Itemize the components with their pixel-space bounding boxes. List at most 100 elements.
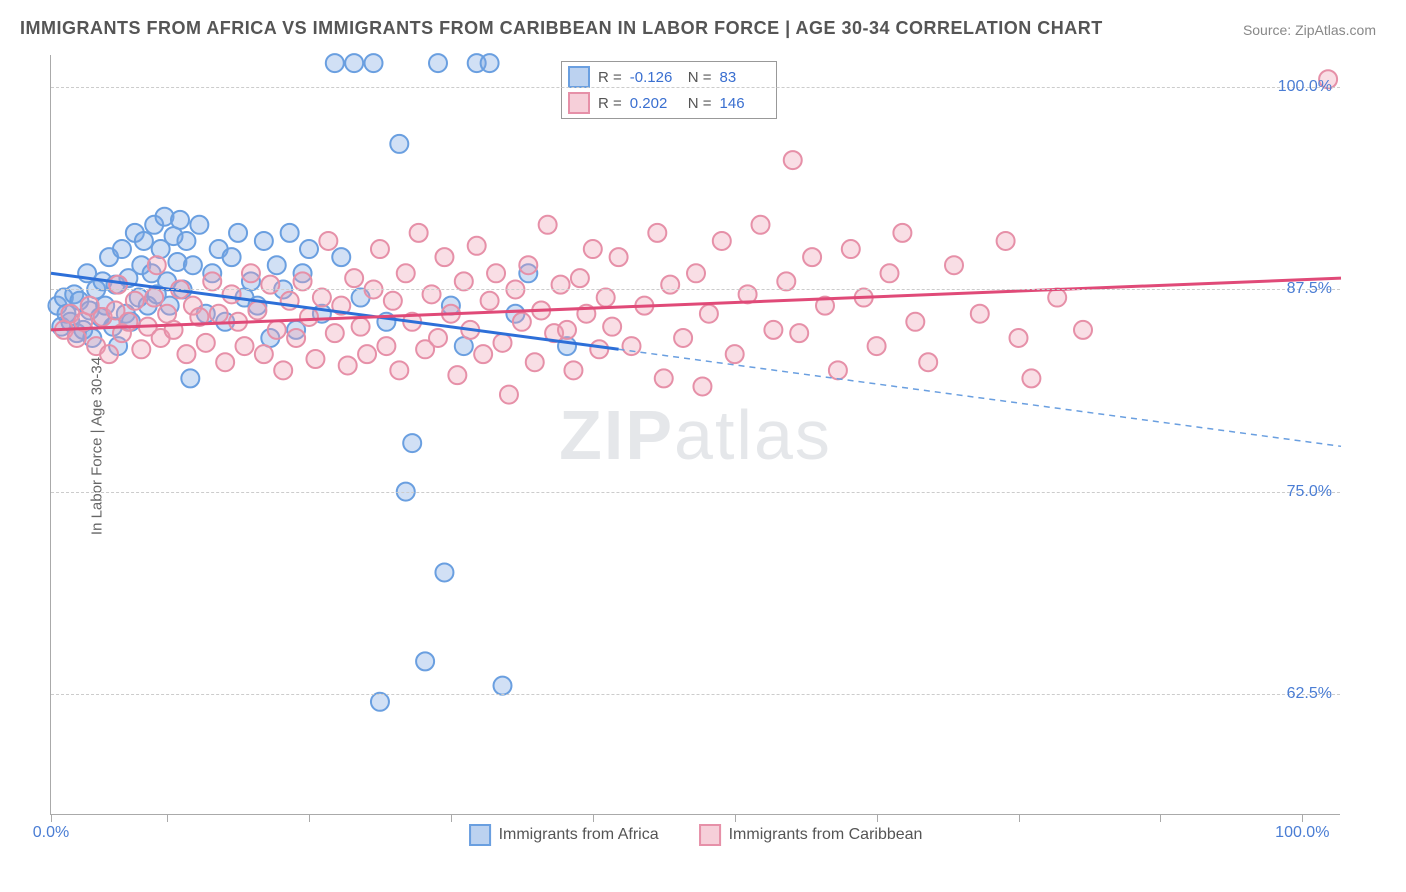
data-point [223,248,241,266]
data-point [603,318,621,336]
data-point [423,285,441,303]
data-point [377,337,395,355]
data-point [906,313,924,331]
data-point [868,337,886,355]
n-value-africa: 83 [720,69,770,86]
legend-item-caribbean: Immigrants from Caribbean [699,824,923,846]
data-point [223,285,241,303]
data-point [300,240,318,258]
data-point [177,232,195,250]
data-point [403,434,421,452]
data-point [500,386,518,404]
data-point [784,151,802,169]
n-label: N = [688,95,712,112]
data-point [261,276,279,294]
data-point [764,321,782,339]
data-point [339,356,357,374]
data-point [997,232,1015,250]
data-point [790,324,808,342]
data-point [358,345,376,363]
data-point [474,345,492,363]
data-point [584,240,602,258]
data-point [674,329,692,347]
legend-row-africa: R = -0.126 N = 83 [568,64,770,90]
plot-area: ZIPatlas R = -0.126 N = 83 R = 0.202 N =… [50,55,1340,815]
trend-line-extrapolated [619,349,1341,446]
data-point [384,292,402,310]
data-point [416,652,434,670]
x-tick-label: 100.0% [1275,824,1329,842]
data-point [197,334,215,352]
data-point [881,264,899,282]
y-tick-label: 100.0% [1278,78,1332,96]
data-point [306,350,324,368]
x-tick-label: 0.0% [33,824,69,842]
data-point [203,272,221,290]
data-point [248,301,266,319]
data-point [610,248,628,266]
data-point [481,54,499,72]
data-point [216,353,234,371]
data-point [287,329,305,347]
chart-title: IMMIGRANTS FROM AFRICA VS IMMIGRANTS FRO… [20,18,1103,39]
data-point [145,289,163,307]
data-point [945,256,963,274]
data-point [558,321,576,339]
data-point [274,361,292,379]
legend-label: Immigrants from Caribbean [729,826,923,844]
data-point [429,54,447,72]
scatter-chart [51,55,1340,814]
data-point [487,264,505,282]
swatch-pink-icon [699,824,721,846]
y-tick-label: 62.5% [1287,685,1332,703]
data-point [893,224,911,242]
data-point [294,272,312,290]
data-point [255,345,273,363]
legend-item-africa: Immigrants from Africa [469,824,659,846]
data-point [236,337,254,355]
correlation-legend: R = -0.126 N = 83 R = 0.202 N = 146 [561,61,777,119]
data-point [255,232,273,250]
legend-label: Immigrants from Africa [499,826,659,844]
data-point [390,361,408,379]
data-point [390,135,408,153]
source-credit: Source: ZipAtlas.com [1243,22,1376,38]
data-point [281,224,299,242]
data-point [300,308,318,326]
data-point [184,256,202,274]
swatch-blue-icon [568,66,590,88]
data-point [326,54,344,72]
data-point [371,693,389,711]
data-point [319,232,337,250]
data-point [1010,329,1028,347]
data-point [777,272,795,290]
data-point [693,377,711,395]
data-point [171,211,189,229]
data-point [352,318,370,336]
data-point [410,224,428,242]
swatch-pink-icon [568,92,590,114]
data-point [397,264,415,282]
data-point [268,256,286,274]
data-point [829,361,847,379]
n-value-caribbean: 146 [720,95,770,112]
data-point [135,232,153,250]
data-point [494,334,512,352]
data-point [332,248,350,266]
data-point [435,248,453,266]
y-tick-label: 75.0% [1287,483,1332,501]
data-point [481,292,499,310]
data-point [687,264,705,282]
data-point [1022,369,1040,387]
data-point [177,345,195,363]
data-point [519,256,537,274]
data-point [919,353,937,371]
data-point [552,276,570,294]
legend-bottom: Immigrants from Africa Immigrants from C… [469,824,923,846]
n-label: N = [688,69,712,86]
r-value-africa: -0.126 [630,69,680,86]
y-tick-label: 87.5% [1287,280,1332,298]
data-point [435,563,453,581]
data-point [571,269,589,287]
data-point [210,305,228,323]
